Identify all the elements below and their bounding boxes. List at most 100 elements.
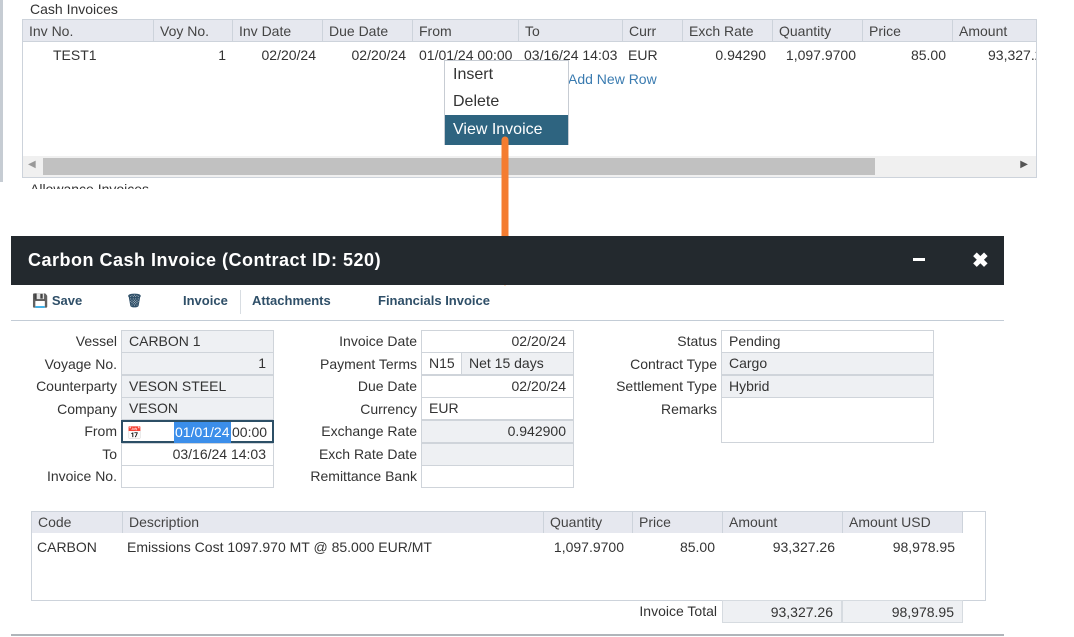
- invoice-date-label: Invoice Date: [339, 333, 417, 349]
- cell-amount: 93,327.26: [772, 539, 835, 555]
- cell-curr[interactable]: EUR: [628, 47, 658, 63]
- voyage-field[interactable]: 1: [121, 352, 274, 375]
- tab-financials-invoice[interactable]: Financials Invoice: [378, 293, 490, 308]
- exch-rate-date-field[interactable]: [421, 443, 574, 466]
- cell-amount-usd: 98,978.95: [892, 539, 955, 555]
- currency-label: Currency: [360, 401, 417, 417]
- close-icon[interactable]: ✖: [972, 250, 989, 272]
- cell-code: CARBON: [37, 539, 97, 555]
- grid-header: Inv No. Voy No. Inv Date Due Date From T…: [23, 20, 1036, 42]
- invoice-total-label: Invoice Total: [639, 603, 717, 619]
- cell-quantity: 1,097.9700: [553, 539, 624, 555]
- invoice-no-field[interactable]: [121, 465, 274, 488]
- cell-from[interactable]: 01/01/24 00:00: [419, 47, 513, 63]
- delete-button[interactable]: 🗑: [126, 293, 143, 309]
- invoice-total-amount: 93,327.26: [722, 600, 842, 623]
- company-label: Company: [57, 401, 117, 417]
- from-date-selected: 01/01/24: [174, 422, 231, 443]
- from-label: From: [84, 423, 117, 439]
- cell-amount[interactable]: 93,327.26: [988, 47, 1036, 63]
- payment-terms-label: Payment Terms: [320, 356, 417, 372]
- scrollbar-thumb[interactable]: [43, 158, 875, 175]
- remarks-label: Remarks: [660, 401, 717, 417]
- horizontal-scrollbar[interactable]: ◀ ▶: [23, 156, 1036, 177]
- remittance-bank-label: Remittance Bank: [310, 468, 417, 484]
- tab-invoice[interactable]: Invoice: [183, 293, 228, 308]
- to-label: To: [102, 446, 117, 462]
- col-description[interactable]: Description: [123, 512, 544, 533]
- status-label: Status: [677, 333, 717, 349]
- contract-type-field[interactable]: Cargo: [721, 352, 934, 375]
- col-amount[interactable]: Amount: [953, 20, 1036, 42]
- context-menu: Insert Delete View Invoice: [444, 60, 569, 145]
- to-field[interactable]: 03/16/24 14:03: [121, 443, 274, 466]
- col-amount[interactable]: Amount: [723, 512, 843, 533]
- save-label: Save: [51, 293, 83, 308]
- col-voy-no[interactable]: Voy No.: [154, 20, 233, 42]
- cell-voy-no[interactable]: 1: [218, 47, 226, 63]
- status-field[interactable]: Pending: [721, 330, 934, 353]
- col-to[interactable]: To: [519, 20, 623, 42]
- scroll-right-arrow-icon[interactable]: ▶: [1020, 159, 1028, 170]
- col-exch-rate[interactable]: Exch Rate: [683, 20, 773, 42]
- col-inv-no[interactable]: Inv No.: [23, 20, 154, 42]
- exchange-rate-field[interactable]: 0.942900: [421, 420, 574, 443]
- counterparty-label: Counterparty: [36, 378, 117, 394]
- cell-to[interactable]: 03/16/24 14:03: [524, 47, 618, 63]
- exchange-rate-label: Exchange Rate: [321, 423, 417, 439]
- cell-quantity[interactable]: 1,097.9700: [785, 47, 856, 63]
- col-code[interactable]: Code: [32, 512, 123, 533]
- cell-price: 85.00: [679, 539, 715, 555]
- menu-item-delete[interactable]: Delete: [453, 93, 500, 110]
- col-due-date[interactable]: Due Date: [323, 20, 413, 42]
- voyage-label: Voyage No.: [44, 356, 117, 372]
- tab-attachments[interactable]: Attachments: [252, 293, 331, 308]
- payment-terms-description: Net 15 days: [461, 352, 574, 375]
- col-price[interactable]: Price: [633, 512, 723, 533]
- save-button[interactable]: 💾 Save: [32, 293, 82, 309]
- settlement-type-field[interactable]: Hybrid: [721, 375, 934, 398]
- cash-invoices-title: Cash Invoices: [30, 1, 118, 17]
- company-field[interactable]: VESON: [121, 397, 274, 420]
- vessel-field[interactable]: CARBON 1: [121, 330, 274, 353]
- invoice-lines-table: Code Description Quantity Price Amount A…: [31, 511, 986, 601]
- counterparty-field[interactable]: VESON STEEL: [121, 375, 274, 398]
- payment-terms-code-field[interactable]: N15: [421, 352, 462, 375]
- scroll-left-arrow-icon[interactable]: ◀: [28, 159, 36, 170]
- exch-rate-date-label: Exch Rate Date: [318, 446, 417, 462]
- currency-field[interactable]: EUR: [421, 397, 574, 420]
- remittance-bank-field[interactable]: [421, 465, 574, 488]
- col-quantity[interactable]: Quantity: [544, 512, 633, 533]
- col-amount-usd[interactable]: Amount USD: [843, 512, 963, 533]
- cell-exch-rate[interactable]: 0.94290: [715, 47, 766, 63]
- trash-icon: 🗑: [126, 293, 143, 308]
- due-date-field[interactable]: 02/20/24: [421, 375, 574, 398]
- cell-description: Emissions Cost 1097.970 MT @ 85.000 EUR/…: [127, 539, 432, 555]
- col-quantity[interactable]: Quantity: [773, 20, 863, 42]
- calendar-icon[interactable]: 📅: [127, 426, 142, 440]
- remarks-field[interactable]: [721, 397, 934, 443]
- col-inv-date[interactable]: Inv Date: [233, 20, 323, 42]
- from-time: 00:00: [232, 424, 268, 440]
- contract-type-label: Contract Type: [630, 356, 717, 372]
- col-from[interactable]: From: [413, 20, 519, 42]
- cell-due-date[interactable]: 02/20/24: [351, 47, 407, 63]
- cell-inv-no[interactable]: TEST1: [53, 47, 97, 63]
- add-new-row-link[interactable]: Add New Row: [568, 71, 657, 87]
- settlement-type-label: Settlement Type: [616, 378, 717, 394]
- invoice-total-usd: 98,978.95: [842, 600, 963, 623]
- dialog-bottom-divider: [11, 634, 1004, 636]
- dialog-title: Carbon Cash Invoice (Contract ID: 520): [11, 236, 1004, 285]
- cell-inv-date[interactable]: 02/20/24: [261, 47, 317, 63]
- col-curr[interactable]: Curr: [623, 20, 683, 42]
- left-border: [0, 0, 3, 182]
- cell-price[interactable]: 85.00: [910, 47, 946, 63]
- save-icon: 💾: [32, 293, 49, 308]
- cash-invoices-grid: Inv No. Voy No. Inv Date Due Date From T…: [22, 19, 1037, 178]
- invoice-date-field[interactable]: 02/20/24: [421, 330, 574, 353]
- minimize-icon[interactable]: [913, 258, 925, 261]
- allowance-invoices-title: Allowance Invoices: [30, 181, 150, 189]
- col-price[interactable]: Price: [863, 20, 953, 42]
- from-field[interactable]: 📅 01/01/24 00:00: [121, 420, 274, 443]
- menu-item-insert[interactable]: Insert: [453, 66, 494, 83]
